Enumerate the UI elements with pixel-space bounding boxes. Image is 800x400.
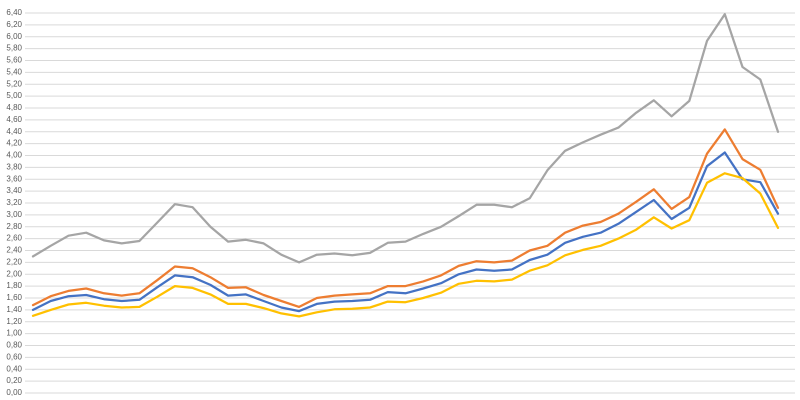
y-tick-label: 1,60 [6, 293, 22, 302]
series-line [31, 128, 780, 309]
y-tick-label: 3,80 [6, 162, 22, 171]
y-tick-label: 5,20 [6, 79, 22, 88]
y-tick-label: 0,20 [6, 376, 22, 385]
y-tick-label: 2,80 [6, 222, 22, 231]
y-tick-label: 2,60 [6, 234, 22, 243]
y-tick-label: 1,40 [6, 305, 22, 314]
y-tick-label: 4,80 [6, 103, 22, 112]
y-tick-label: 5,60 [6, 56, 22, 65]
y-tick-label: 3,40 [6, 186, 22, 195]
y-tick-label: 2,40 [6, 246, 22, 255]
y-tick-label: 6,00 [6, 32, 22, 41]
y-tick-label: 1,00 [6, 329, 22, 338]
y-tick-label: 3,00 [6, 210, 22, 219]
y-tick-label: 1,20 [6, 317, 22, 326]
y-tick-label: 2,20 [6, 257, 22, 266]
y-tick-label: 3,20 [6, 198, 22, 207]
y-tick-label: 0,80 [6, 341, 22, 350]
y-tick-label: 0,60 [6, 352, 22, 361]
y-tick-label: 5,80 [6, 44, 22, 53]
y-tick-label: 6,20 [6, 20, 22, 29]
y-tick-label: 0,00 [6, 388, 22, 397]
y-tick-label: 4,40 [6, 127, 22, 136]
series-line [31, 172, 780, 318]
y-tick-label: 4,00 [6, 151, 22, 160]
y-tick-label: 0,40 [6, 364, 22, 373]
y-tick-label: 4,60 [6, 115, 22, 124]
y-tick-label: 4,20 [6, 139, 22, 148]
y-tick-label: 5,40 [6, 67, 22, 76]
series-line [31, 13, 780, 264]
series-line [31, 151, 780, 313]
y-tick-label: 5,00 [6, 91, 22, 100]
y-tick-label: 2,00 [6, 269, 22, 278]
y-tick-label: 6,40 [6, 8, 22, 17]
y-tick-label: 1,80 [6, 281, 22, 290]
y-tick-label: 3,60 [6, 174, 22, 183]
